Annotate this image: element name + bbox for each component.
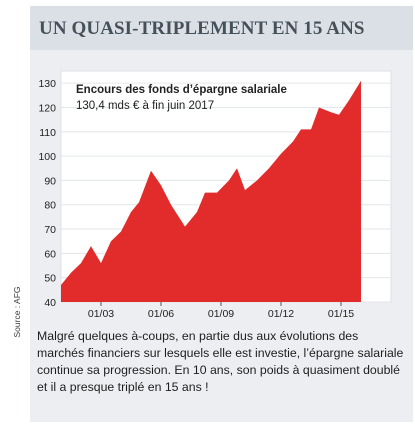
x-tick-label: 01/15	[328, 308, 354, 320]
caption-text: Malgré quelques à-coups, en partie dus a…	[37, 329, 404, 394]
area-series	[61, 80, 361, 302]
x-tick-label: 01/09	[208, 308, 234, 320]
chart-title: Encours des fonds d’épargne salariale	[76, 84, 287, 96]
y-tick-label: 40	[44, 297, 56, 309]
y-tick-label: 70	[44, 224, 56, 236]
y-tick-label: 80	[44, 200, 56, 212]
x-tick-label: 01/03	[88, 308, 114, 320]
header-band: UN QUASI-TRIPLEMENT EN 15 ANS	[30, 6, 413, 50]
axis-ticks: 130 120 110 100 90 80 70 60 50 40 01/03 01/06 01/09 0…	[38, 78, 354, 320]
y-tick-label: 50	[44, 273, 56, 285]
y-tick-label: 120	[38, 102, 56, 114]
x-tick-label: 01/06	[148, 308, 174, 320]
y-tick-label: 90	[44, 175, 56, 187]
y-tick-label: 60	[44, 248, 56, 260]
page-title: UN QUASI-TRIPLEMENT EN 15 ANS	[39, 18, 365, 39]
y-tick-label: 130	[38, 78, 56, 90]
y-tick-label: 110	[39, 127, 56, 139]
chart-subtitle: 130,4 mds € à fin juin 2017	[76, 100, 214, 112]
x-tick-label: 01/12	[268, 308, 294, 320]
y-tick-label: 100	[38, 151, 56, 163]
